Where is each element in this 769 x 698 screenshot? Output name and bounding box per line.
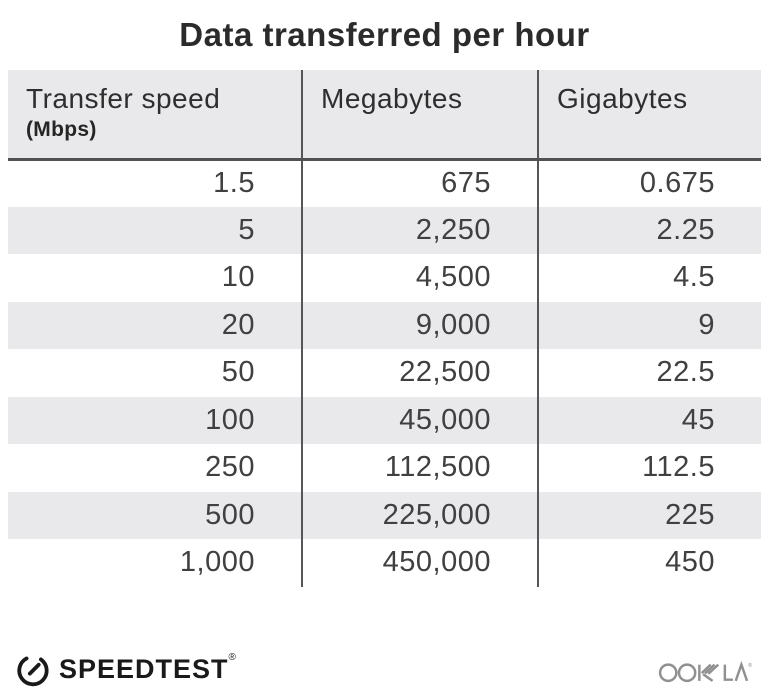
header-unit-label: (Mbps): [26, 118, 97, 141]
registered-trademark-icon: ®: [228, 652, 236, 663]
cell-transfer-speed: 5: [238, 213, 255, 246]
cell-transfer-speed: 1,000: [179, 546, 255, 579]
header-label: Transfer speed: [26, 83, 221, 114]
cell-gigabytes: 112.5: [537, 444, 761, 492]
cell-transfer-speed: 100: [205, 403, 255, 436]
cell-megabytes: 22,500: [301, 349, 538, 397]
ookla-wordmark-icon: ®: [658, 660, 753, 683]
cell-megabytes: 112,500: [301, 444, 538, 492]
table-row: 250 112,500 112.5: [8, 444, 761, 492]
registered-trademark-icon: ®: [748, 662, 753, 669]
cell-transfer-speed: 50: [221, 356, 255, 389]
cell-gigabytes: 4.5: [537, 254, 761, 302]
cell-megabytes: 4,500: [301, 254, 538, 302]
cell-megabytes: 450,000: [301, 539, 538, 587]
ookla-logo: ®: [658, 652, 753, 686]
cell-megabytes: 225,000: [301, 491, 538, 539]
cell-megabytes: 675: [301, 159, 538, 207]
table-row: 5 2,250 2.25: [8, 206, 761, 254]
cell-gigabytes: 450: [537, 539, 761, 587]
table-body: 1.5 675 0.675 5 2,250 2.25 10 4,500 4.5 …: [8, 159, 761, 587]
col-header-megabytes: Megabytes: [301, 70, 538, 161]
speedtest-logo: SPEEDTEST ®: [14, 650, 236, 688]
table-row: 10 4,500 4.5: [8, 254, 761, 302]
cell-megabytes: 2,250: [301, 206, 538, 254]
table-row: 1,000 450,000 450: [8, 539, 761, 587]
data-table: Transfer speed (Mbps) Megabytes Gigabyte…: [8, 70, 761, 587]
cell-megabytes: 45,000: [301, 396, 538, 444]
header-label: Gigabytes: [557, 83, 688, 114]
cell-transfer-speed: 250: [205, 451, 255, 484]
page-title: Data transferred per hour: [179, 16, 590, 53]
speedtest-wordmark: SPEEDTEST: [59, 653, 229, 684]
cell-gigabytes: 0.675: [537, 159, 761, 207]
table-row: 1.5 675 0.675: [8, 159, 761, 207]
cell-gigabytes: 22.5: [537, 349, 761, 397]
table-row: 100 45,000 45: [8, 396, 761, 444]
cell-gigabytes: 45: [537, 396, 761, 444]
header-row: Transfer speed (Mbps) Megabytes Gigabyte…: [8, 70, 761, 161]
col-header-gigabytes: Gigabytes: [537, 70, 761, 161]
cell-transfer-speed: 500: [205, 498, 255, 531]
table-row: 50 22,500 22.5: [8, 349, 761, 397]
table-row: 20 9,000 9: [8, 301, 761, 349]
cell-gigabytes: 9: [537, 301, 761, 349]
footer: SPEEDTEST ® ®: [0, 650, 769, 688]
table-row: 500 225,000 225: [8, 491, 761, 539]
cell-transfer-speed: 10: [221, 261, 255, 294]
col-header-transfer-speed: Transfer speed (Mbps): [8, 70, 302, 161]
speedometer-gauge-icon: [17, 656, 49, 687]
cell-megabytes: 9,000: [301, 301, 538, 349]
header-label: Megabytes: [321, 83, 463, 114]
cell-transfer-speed: 20: [221, 308, 255, 341]
cell-gigabytes: 225: [537, 491, 761, 539]
cell-gigabytes: 2.25: [537, 206, 761, 254]
cell-transfer-speed: 1.5: [213, 167, 255, 199]
